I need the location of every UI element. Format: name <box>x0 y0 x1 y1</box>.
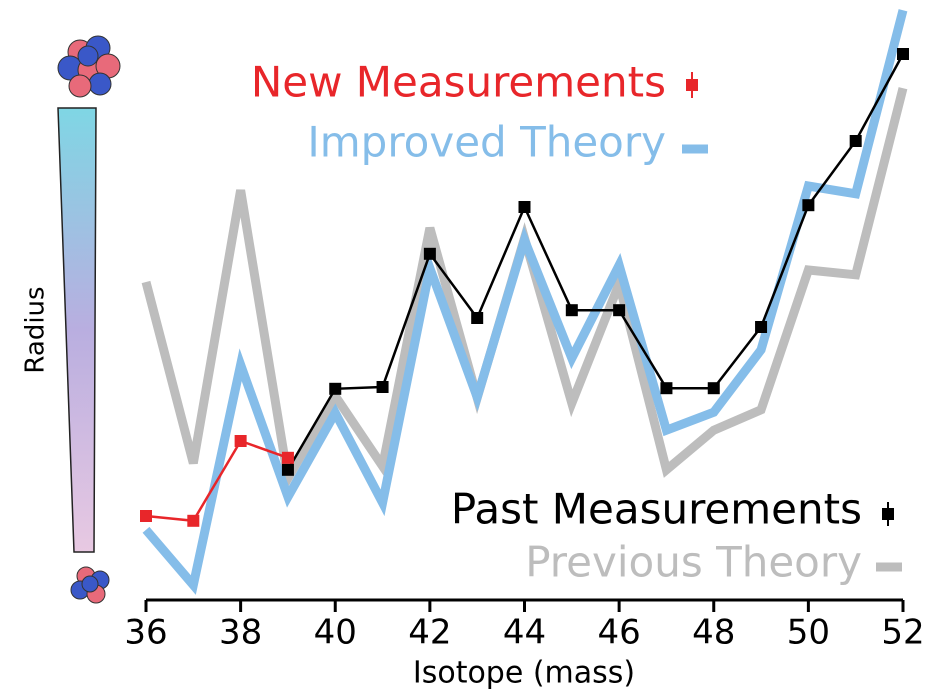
x-tick-label: 44 <box>503 613 546 653</box>
data-point <box>187 514 200 527</box>
data-point <box>140 510 152 522</box>
data-point <box>802 199 815 212</box>
legend-label: Past Measurements <box>451 485 862 534</box>
data-point <box>707 382 720 395</box>
legend-label: New Measurements <box>251 58 666 107</box>
legend-label: Previous Theory <box>525 538 862 587</box>
x-tick-label: 48 <box>692 613 735 653</box>
x-tick-label: 50 <box>787 613 830 653</box>
data-point <box>613 304 626 317</box>
x-tick-label: 38 <box>219 613 262 653</box>
data-point <box>660 382 673 395</box>
radius-scale <box>57 35 121 604</box>
legend-swatches <box>682 72 902 572</box>
data-point <box>471 312 484 324</box>
data-point <box>423 247 436 260</box>
data-point <box>518 201 531 213</box>
x-tick-label: 40 <box>314 613 357 653</box>
data-point <box>755 321 768 333</box>
x-tick-label: 52 <box>881 613 924 653</box>
data-point <box>897 48 909 60</box>
data-point <box>234 435 247 447</box>
x-tick-label: 42 <box>408 613 451 653</box>
data-point <box>281 463 294 476</box>
large-nucleus-icon <box>57 35 121 98</box>
y-axis-label: Radius <box>21 286 51 373</box>
series-line <box>145 439 289 523</box>
data-point <box>281 451 294 464</box>
data-point <box>376 381 389 393</box>
x-axis-label: Isotope (mass) <box>413 656 635 691</box>
small-nucleus-icon <box>70 566 110 604</box>
legend-label: Improved Theory <box>307 118 666 167</box>
data-point <box>849 135 862 147</box>
data-point <box>329 382 342 395</box>
series-line <box>286 53 905 471</box>
x-tick-label: 46 <box>597 613 640 653</box>
data-point <box>565 304 578 317</box>
x-tick-label: 36 <box>124 613 167 653</box>
